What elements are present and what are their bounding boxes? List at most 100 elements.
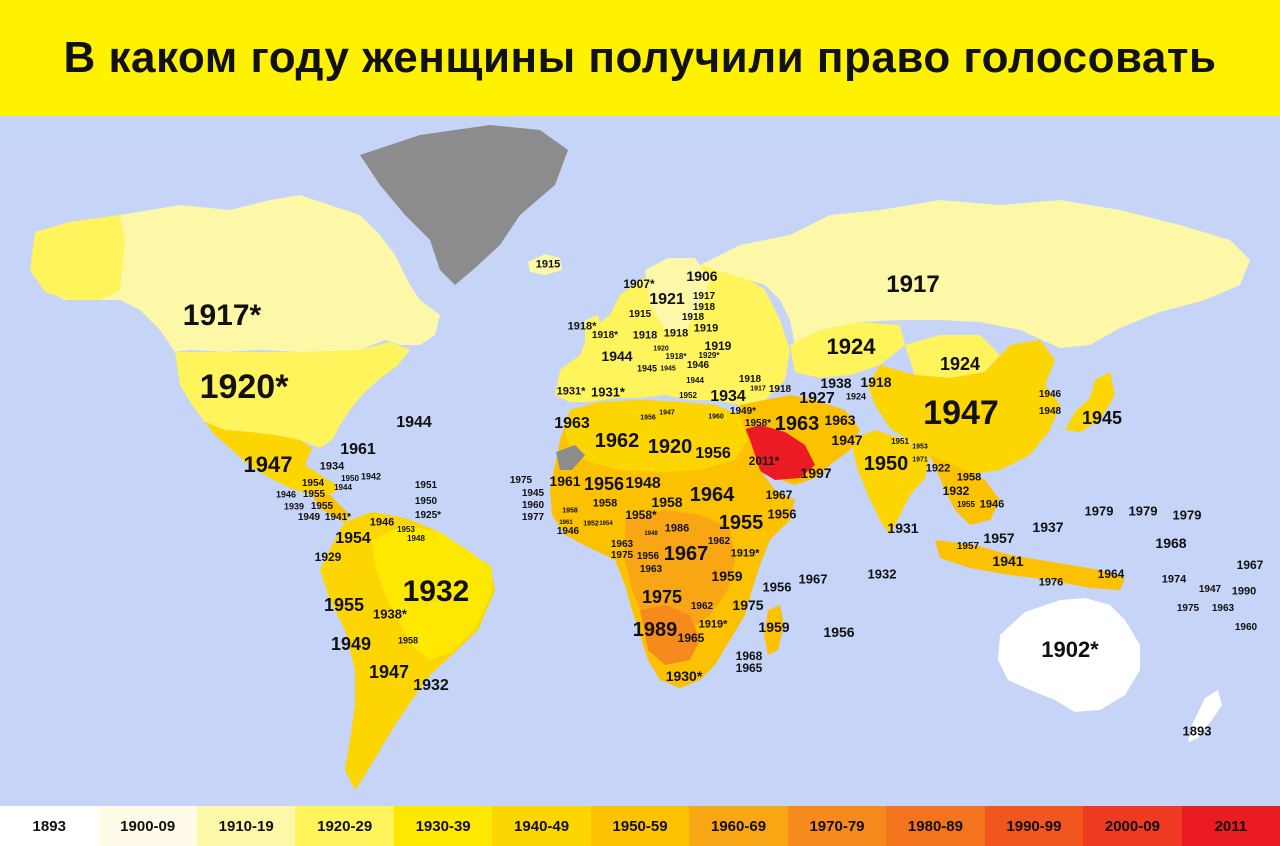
year-label: 1924	[845, 391, 867, 402]
year-label: 1950	[414, 496, 438, 507]
year-label: 1955	[718, 512, 764, 534]
scandinavia	[645, 258, 710, 330]
southeast-asia	[930, 455, 1000, 525]
year-label: 1893	[1182, 723, 1212, 739]
year-label: 1957	[983, 530, 1015, 546]
year-label: 1948	[407, 534, 425, 543]
year-label: 1918	[768, 384, 792, 395]
year-label: 1929*	[698, 351, 720, 360]
indonesia	[935, 540, 1125, 590]
year-label: 1955	[957, 500, 975, 509]
year-label: 1932	[402, 575, 470, 608]
year-label: 1951	[414, 480, 438, 491]
year-label: 1951	[891, 437, 909, 446]
legend-item: 2011	[1181, 806, 1280, 846]
map-canvas	[0, 116, 1280, 806]
year-label: 1963	[774, 413, 820, 435]
year-label: 1920	[647, 436, 693, 458]
year-label: 1958*	[744, 418, 772, 429]
year-label: 1975	[1176, 603, 1200, 614]
year-label: 1986	[664, 522, 690, 535]
year-label: 1956	[823, 624, 855, 640]
year-label: 1979	[1172, 507, 1202, 523]
year-label: 1967	[1236, 558, 1264, 572]
year-label: 1927	[799, 390, 835, 407]
legend-item: 1970-79	[787, 806, 887, 846]
year-label: 1947	[659, 409, 675, 417]
legend-item: 1980-89	[886, 806, 985, 846]
year-label: 1946	[1038, 389, 1062, 400]
year-label: 1924	[826, 334, 876, 359]
year-label: 1959	[758, 619, 790, 635]
year-label: 1955	[323, 595, 365, 615]
year-label: 1960	[1234, 622, 1258, 633]
british-isles	[585, 315, 604, 355]
year-label: 1941*	[324, 512, 352, 523]
western-sahara	[556, 445, 585, 470]
year-label: 1975	[610, 550, 634, 561]
year-label: 1918*	[665, 352, 687, 361]
year-label: 1945	[521, 488, 545, 499]
year-label: 1946	[275, 489, 297, 500]
year-label: 1959	[711, 568, 743, 584]
world-map: 1917* 1920* 1944 1961 1947 1934 1950 1942 1954 19…	[0, 116, 1280, 806]
year-label: 1941	[992, 553, 1024, 569]
year-label: 1968	[1155, 535, 1187, 551]
russia	[700, 200, 1250, 348]
year-label: 1947	[243, 452, 293, 477]
year-label: 1963	[824, 412, 856, 428]
year-label: 1944	[396, 414, 432, 431]
year-label: 1958*	[625, 508, 657, 522]
north-africa	[565, 400, 748, 472]
legend-item: 1940-49	[492, 806, 591, 846]
year-label: 1944	[334, 483, 352, 492]
year-label: 1918	[692, 302, 716, 313]
usa	[175, 342, 410, 448]
year-label: 1930*	[665, 668, 703, 684]
year-label: 1955	[310, 501, 334, 512]
central-africa	[625, 510, 735, 635]
year-label: 1953	[912, 443, 928, 451]
year-label: 1964	[689, 484, 735, 506]
year-label: 1952	[679, 391, 697, 400]
year-label: 1979	[1084, 503, 1114, 519]
year-label: 1918	[738, 374, 762, 385]
year-label: 1939	[283, 501, 305, 512]
year-label: 1958	[651, 494, 683, 510]
year-label: 1907*	[623, 277, 655, 291]
year-label: 1942	[360, 471, 382, 482]
year-label: 1958	[562, 507, 578, 515]
year-label: 1902*	[1041, 637, 1099, 662]
year-label: 1920*	[199, 368, 289, 406]
year-label: 1955	[302, 489, 326, 500]
year-label: 1949	[330, 634, 372, 654]
year-label: 1946	[686, 360, 710, 371]
year-label: 1918	[681, 312, 705, 323]
year-label: 1947	[923, 394, 999, 432]
iceland	[528, 254, 562, 275]
year-label: 1956	[640, 414, 656, 422]
legend-item: 1920-29	[295, 806, 394, 846]
year-label: 1932	[867, 566, 897, 582]
year-label: 1919*	[730, 547, 760, 560]
year-label: 1956	[762, 579, 792, 595]
year-label: 1960	[521, 500, 545, 511]
year-label: 1938*	[373, 606, 407, 622]
year-label: 1958	[397, 635, 419, 646]
year-label: 1918*	[591, 330, 619, 341]
year-label: 1918	[860, 374, 892, 390]
year-label: 2011*	[748, 454, 780, 468]
year-label: 1963	[1211, 603, 1235, 614]
year-label: 1917	[886, 271, 940, 298]
title-banner: В каком году женщины получили право голо…	[0, 0, 1280, 116]
year-label: 1962	[690, 601, 714, 612]
year-label: 1961	[340, 441, 376, 458]
europe	[555, 265, 790, 405]
australia	[998, 598, 1140, 712]
year-label: 1945	[636, 363, 658, 374]
year-label: 1906	[686, 268, 718, 284]
year-label: 1948	[644, 531, 658, 537]
year-label: 1963	[610, 539, 634, 550]
year-label: 1915	[535, 258, 561, 271]
year-label: 1956	[767, 506, 797, 522]
